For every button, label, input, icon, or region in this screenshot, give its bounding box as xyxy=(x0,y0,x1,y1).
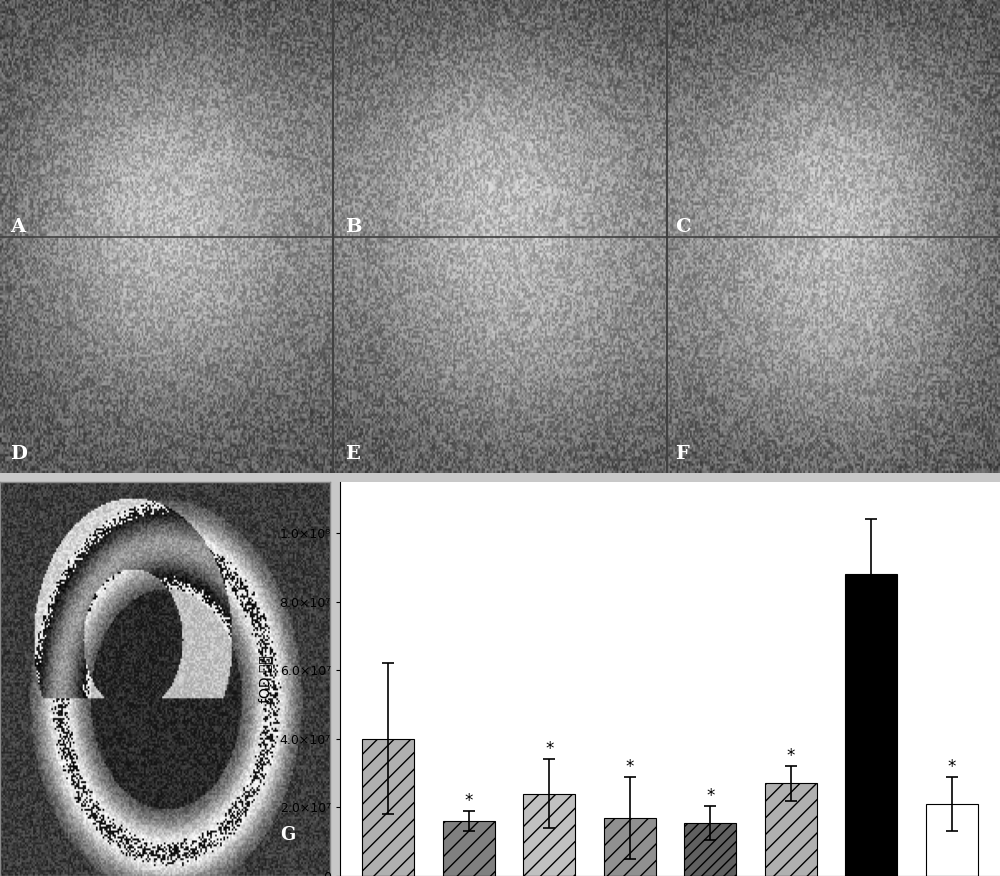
Bar xyxy=(684,823,736,876)
Text: E: E xyxy=(345,445,360,463)
Text: *: * xyxy=(465,792,473,809)
Text: G: G xyxy=(281,826,296,844)
Text: *: * xyxy=(626,758,634,775)
Text: C: C xyxy=(675,218,691,236)
Bar xyxy=(604,817,656,876)
Bar xyxy=(845,575,897,876)
Text: B: B xyxy=(345,218,362,236)
Y-axis label: fOD 总和: fOD 总和 xyxy=(259,655,273,703)
Bar xyxy=(443,821,495,876)
Text: *: * xyxy=(706,787,714,805)
Bar xyxy=(765,783,817,876)
Bar xyxy=(523,794,575,876)
Text: *: * xyxy=(787,747,795,766)
Bar xyxy=(362,738,414,876)
Text: F: F xyxy=(675,445,689,463)
Text: D: D xyxy=(10,445,27,463)
Text: A: A xyxy=(10,218,25,236)
Bar xyxy=(926,804,978,876)
Text: *: * xyxy=(545,740,553,759)
Text: *: * xyxy=(948,758,956,775)
